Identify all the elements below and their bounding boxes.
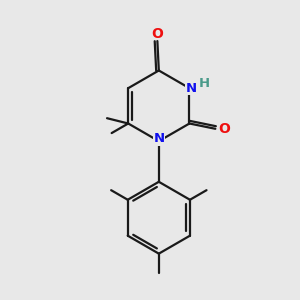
Text: O: O [152,27,163,41]
Text: N: N [153,132,164,145]
Text: O: O [218,122,230,136]
Text: N: N [185,82,197,95]
Text: H: H [199,77,210,90]
